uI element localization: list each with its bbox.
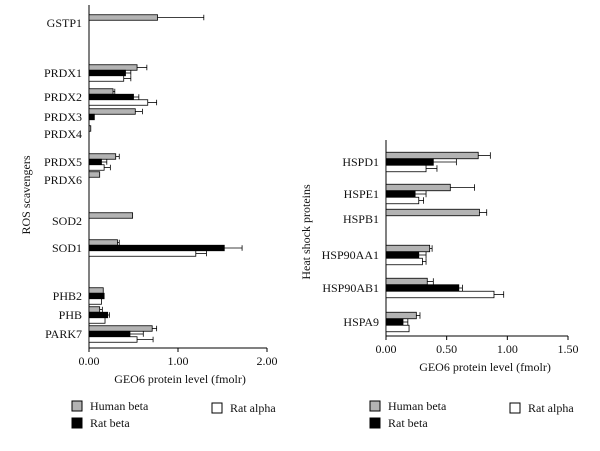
bar-hsp90ab1-rat-beta	[385, 284, 460, 292]
bar-sod1-rat-alpha	[88, 250, 197, 257]
category-label-park7: PARK7	[45, 327, 82, 341]
category-label-hsp90aa1: HSP90AA1	[322, 248, 379, 262]
x-tick-label: 2.00	[257, 354, 278, 368]
x-axis-label: GEO6 protein level (fmolr)	[114, 372, 246, 386]
bar-prdx4-human-beta	[88, 125, 92, 132]
bar-prdx2-rat-alpha	[88, 99, 149, 106]
bar-hsp90aa1-rat-alpha	[385, 257, 423, 266]
bar-park7-human-beta	[88, 325, 153, 332]
bar-hsp90ab1-human-beta	[385, 277, 428, 286]
bar-prdx5-rat-alpha	[88, 164, 105, 171]
bar-prdx6-human-beta	[88, 171, 101, 178]
category-label-gstp1: GSTP1	[47, 16, 82, 30]
legend-left: Human beta Rat beta Rat alpha	[71, 399, 276, 430]
bar-phb2-rat-beta	[88, 292, 105, 300]
legend-label-human-beta: Human beta	[90, 399, 149, 413]
legend-right: Human beta Rat beta Rat alpha	[369, 399, 574, 430]
x-axis-label: GEO6 protein level (fmolr)	[419, 360, 551, 374]
category-label-phb2: PHB2	[53, 289, 82, 303]
x-tick-label: 0.00	[376, 342, 397, 356]
bar-sod2-human-beta	[88, 212, 134, 219]
legend-swatch-rat-alpha	[509, 402, 521, 414]
category-label-sod2: SOD2	[52, 214, 82, 228]
bar-hsp90aa1-human-beta	[385, 244, 431, 253]
bar-phb-rat-beta	[88, 311, 109, 319]
category-label-prdx1: PRDX1	[44, 66, 82, 80]
category-label-hspe1: HSPE1	[344, 187, 379, 201]
bar-prdx2-human-beta	[88, 88, 114, 95]
bar-prdx5-rat-beta	[88, 158, 102, 166]
bar-hsp90aa1-rat-beta	[385, 251, 420, 259]
bar-prdx5-human-beta	[88, 153, 117, 160]
category-label-hspd1: HSPD1	[342, 155, 379, 169]
category-label-prdx5: PRDX5	[44, 155, 82, 169]
bar-prdx1-rat-beta	[88, 69, 126, 77]
bar-prdx2-rat-beta	[88, 93, 134, 101]
bar-hspe1-rat-beta	[385, 190, 416, 198]
bar-hspb1-human-beta	[385, 208, 480, 217]
bar-prdx3-rat-beta	[88, 113, 95, 121]
x-tick-label: 0.00	[79, 354, 100, 368]
legend-swatch-rat-alpha	[211, 402, 223, 414]
legend-swatch-rat-beta	[71, 417, 83, 429]
ros-scavengers-chart: 0.00 1.00 2.00 GEO6 protein level (fmolr) RO…	[19, 5, 278, 386]
bar-hspd1-human-beta	[385, 151, 479, 160]
category-label-prdx2: PRDX2	[44, 90, 82, 104]
bar-hsp90ab1-rat-alpha	[385, 290, 495, 299]
bar-hspe1-human-beta	[385, 183, 451, 192]
category-label-hsp90ab1: HSP90AB1	[322, 281, 379, 295]
bar-sod1-human-beta	[88, 239, 118, 246]
bar-park7-rat-alpha	[88, 336, 138, 343]
bar-prdx1-human-beta	[88, 64, 138, 71]
category-label-prdx3: PRDX3	[44, 110, 82, 124]
legend-label-rat-alpha: Rat alpha	[528, 401, 574, 415]
legend-swatch-human-beta	[369, 400, 381, 412]
bar-hspd1-rat-beta	[385, 158, 434, 166]
category-label-sod1: SOD1	[52, 241, 82, 255]
bar-park7-rat-beta	[88, 330, 131, 338]
category-label-prdx6: PRDX6	[44, 173, 82, 187]
x-tick-label: 1.00	[497, 342, 518, 356]
bar-hspa9-human-beta	[385, 311, 417, 320]
y-axis-label: ROS scavengers	[19, 155, 33, 234]
bar-prdx1-rat-alpha	[88, 75, 125, 82]
legend-label-rat-alpha: Rat alpha	[230, 401, 276, 415]
category-label-hspb1: HSPB1	[343, 212, 379, 226]
legend-label-human-beta: Human beta	[388, 399, 447, 413]
bar-hspa9-rat-alpha	[385, 324, 410, 333]
category-label-prdx4: PRDX4	[44, 127, 82, 141]
bar-phb2-rat-alpha	[88, 298, 102, 305]
bar-sod1-rat-beta	[88, 244, 225, 252]
legend-swatch-human-beta	[71, 400, 83, 412]
legend-swatch-rat-beta	[369, 417, 381, 429]
bar-hspd1-rat-alpha	[385, 164, 427, 173]
bar-gstp1-human-beta	[88, 14, 158, 21]
bar-hspa9-rat-beta	[385, 318, 404, 326]
x-tick-label: 1.00	[168, 354, 189, 368]
bar-hspe1-rat-alpha	[385, 196, 420, 205]
category-label-phb: PHB	[59, 308, 82, 322]
bar-phb-human-beta	[88, 306, 101, 313]
legend-label-rat-beta: Rat beta	[388, 416, 428, 430]
heat-shock-proteins-chart: 0.00 0.50 1.00 1.50 GEO6 protein level (fmol…	[299, 140, 579, 374]
bar-prdx3-human-beta	[88, 108, 136, 115]
y-axis-label: Heat shock proteins	[299, 184, 313, 280]
legend-label-rat-beta: Rat beta	[90, 416, 130, 430]
bar-phb-rat-alpha	[88, 317, 106, 324]
x-tick-label: 0.50	[436, 342, 457, 356]
category-label-hspa9: HSPA9	[343, 315, 379, 329]
bar-phb2-human-beta	[88, 287, 104, 294]
x-tick-label: 1.50	[558, 342, 579, 356]
